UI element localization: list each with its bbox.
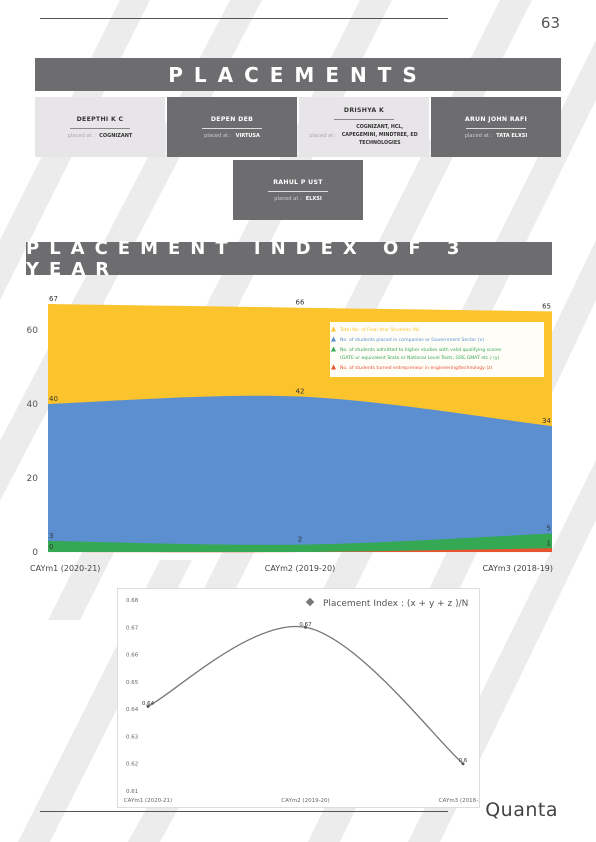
y-tick-label: 0.64: [126, 707, 139, 713]
company-name: COGNIZANT: [99, 132, 133, 139]
company-name: COGNIZANT, HCL, CAPEGEMINI, MINDTREE, ED…: [341, 124, 418, 146]
y-tick-label: 0: [32, 548, 38, 558]
student-name: DEPEN DEB: [210, 115, 254, 123]
brand-name: Quanta: [485, 799, 558, 821]
placed-at-label: placed at :: [464, 132, 493, 139]
y-tick-label: 0.63: [126, 734, 139, 740]
placed-at-label: placed at :: [309, 132, 337, 139]
data-label: 66: [296, 299, 305, 307]
legend-box: [330, 322, 544, 377]
data-label: 0: [49, 543, 53, 551]
placement-card: DEPEN DEB placed at : VIRTUSA: [167, 97, 297, 157]
placement-index-title: PLACEMENT INDEX OF 3 YEAR: [26, 238, 552, 280]
data-label: 67: [49, 295, 58, 303]
legend-marker-icon: [331, 346, 336, 352]
y-tick-label: 60: [27, 326, 39, 336]
placement-index-chart: 0.61 0.62 0.63 0.64 0.65 0.66 0.67 0.68 0.64 0.67…: [124, 597, 487, 804]
area-series: [48, 533, 552, 552]
y-tick-label: 0.61: [126, 789, 138, 795]
student-name: DRISHYA K: [343, 106, 385, 114]
legend-item: No. of students turned entrepreneur in e…: [340, 365, 493, 371]
legend-marker-icon: [331, 364, 336, 370]
data-label: 0.6: [459, 758, 468, 764]
divider: [466, 127, 526, 129]
x-tick-label: CAYm1 (2020-21): [30, 564, 100, 573]
student-name: RAHUL P UST: [273, 178, 323, 186]
data-point: [461, 762, 465, 766]
y-tick-label: 0.67: [126, 625, 139, 631]
divider: [70, 127, 130, 129]
legend-item: (GATE or equivalent State or National Le…: [340, 355, 500, 361]
placement-card: DRISHYA K placed at : COGNIZANT, HCL, CA…: [299, 97, 429, 157]
data-label: 5: [547, 524, 551, 532]
data-label: 34: [542, 417, 551, 425]
top-rule: [40, 18, 448, 19]
legend-item: No. of students admitted to higher studi…: [340, 347, 502, 353]
x-tick-label: CAYm2 (2019-20): [281, 798, 329, 804]
x-tick-label: CAYm2 (2019-20): [265, 564, 335, 573]
y-tick-label: 0.68: [126, 598, 139, 604]
bottom-rule: [40, 811, 448, 812]
legend-marker-icon: [331, 326, 336, 332]
data-label: 2: [298, 536, 302, 544]
placement-card: DEEPTHI K C placed at : COGNIZANT: [35, 97, 165, 157]
chart-legend: Total No. of Final Year Students (N) No. …: [330, 322, 544, 377]
placed-at-label: placed at :: [204, 132, 232, 139]
x-tick-label: CAYm1 (2020-21): [124, 798, 172, 804]
data-point: [146, 704, 150, 708]
page-number: 63: [540, 14, 560, 32]
data-point: [304, 625, 307, 629]
y-tick-label: 0.65: [126, 680, 139, 686]
x-tick-label: CAYm3 (2018-19): [439, 798, 479, 804]
student-name: ARUN JOHN RAFI: [464, 115, 528, 123]
placements-title: PLACEMENTS: [35, 58, 561, 91]
placed-at-label: placed at :: [67, 132, 96, 139]
legend-marker-icon: [305, 597, 315, 607]
company-name: TATA ELXSI: [496, 132, 528, 139]
index-line: [147, 625, 464, 765]
data-label: 1: [547, 539, 551, 547]
area-series: [48, 395, 552, 552]
students-area-chart: 0 20 40 60 67 66 65 40 42 34 3 2 5 0 1 CAYm1 (2020-21) C…: [27, 295, 553, 573]
y-tick-label: 0.62: [126, 762, 138, 768]
data-label: 65: [542, 302, 551, 310]
placement-card: ARUN JOHN RAFI placed at : TATA ELXSI: [431, 97, 561, 157]
legend-item: No. of students placed in companies or G…: [340, 337, 484, 343]
data-label: 42: [296, 388, 305, 396]
divider: [268, 190, 328, 192]
placement-card: RAHUL P UST placed at : ELXSI: [233, 160, 363, 220]
data-label: 0.64: [142, 701, 155, 707]
divider: [202, 127, 262, 129]
legend-item: Total No. of Final Year Students (N): [339, 327, 420, 333]
company-name: ELXSI: [305, 195, 322, 202]
y-tick-label: 40: [27, 400, 39, 410]
x-tick-label: CAYm3 (2018-19): [483, 564, 553, 573]
data-label: 3: [49, 532, 53, 540]
chart-title: Placement Index : (x + y + z )/N: [323, 599, 468, 609]
company-name: VIRTUSA: [235, 132, 260, 139]
placement-index-chart-panel: 0.61 0.62 0.63 0.64 0.65 0.66 0.67 0.68 0.64 0.67…: [117, 588, 487, 808]
divider: [334, 118, 394, 120]
data-label: 40: [49, 395, 58, 403]
placed-at-label: placed at :: [274, 195, 302, 202]
legend-marker-icon: [331, 336, 336, 342]
data-label: 0.67: [299, 622, 312, 628]
y-tick-label: 20: [27, 474, 39, 484]
student-name: DEEPTHI K C: [76, 115, 124, 123]
y-tick-label: 0.66: [126, 653, 139, 659]
area-series: [48, 548, 552, 553]
